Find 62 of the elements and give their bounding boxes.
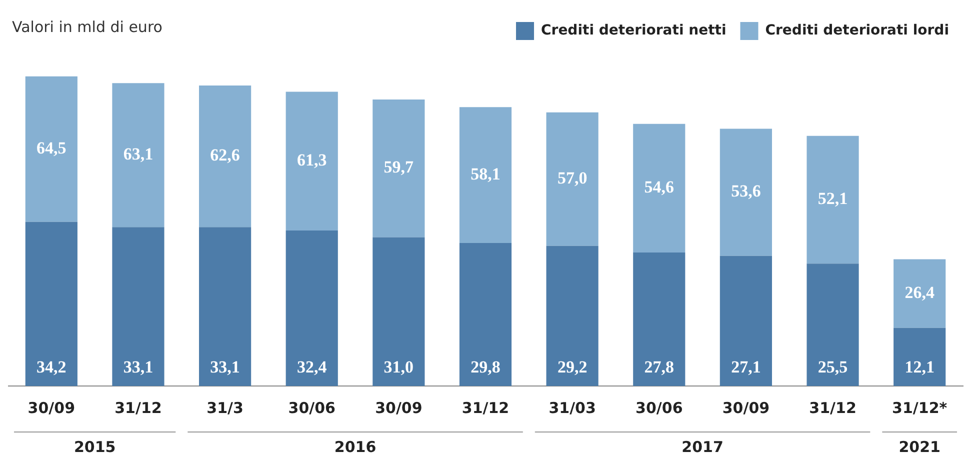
bar <box>25 222 78 386</box>
data-label: 32,4 <box>296 357 328 376</box>
bar <box>894 259 946 328</box>
total-label: 54,6 <box>644 178 674 197</box>
x-tick-label: 31/03 <box>548 398 596 417</box>
bar <box>112 227 164 386</box>
total-label: 57,0 <box>557 168 588 188</box>
x-tick-label: 31/3 <box>206 398 244 417</box>
bar <box>806 264 859 386</box>
bar <box>633 252 686 386</box>
x-tick-label: 31/12 <box>462 398 510 417</box>
text: 2016 <box>334 438 376 456</box>
total-label: 53,6 <box>731 182 761 201</box>
data-label: 29,2 <box>557 357 588 376</box>
chart-subtitle: Valori in mld di euro <box>12 18 162 36</box>
data-label: 33,1 <box>123 357 154 376</box>
x-tick-label: 30/09 <box>375 398 422 417</box>
text: 2021 <box>898 438 940 456</box>
bar <box>199 227 252 386</box>
data-label: 25,5 <box>818 357 848 376</box>
data-label: 29,8 <box>470 357 500 376</box>
data-label: 27,1 <box>731 357 761 376</box>
total-label: 61,3 <box>296 150 327 170</box>
bar <box>286 92 338 230</box>
bar <box>112 83 164 228</box>
total-label: 62,6 <box>210 146 240 165</box>
data-label: 12,1 <box>904 357 934 376</box>
bar <box>459 242 512 386</box>
bar <box>286 230 338 386</box>
bar <box>372 99 425 238</box>
bar <box>546 112 598 246</box>
bar <box>25 76 78 222</box>
bar <box>199 86 252 228</box>
bar <box>546 246 598 386</box>
data-label: 31,0 <box>384 357 414 376</box>
total-label: 64,5 <box>36 138 66 158</box>
legend-label: Crediti deteriorati netti <box>541 22 726 39</box>
bar <box>459 107 512 243</box>
total-label: 58,1 <box>470 164 500 184</box>
bar <box>720 128 772 256</box>
legend-label: Crediti deteriorati lordi <box>765 22 950 39</box>
data-label: 27,8 <box>644 357 674 376</box>
text: 2017 <box>682 438 724 456</box>
x-tick-label: 30/06 <box>636 398 683 417</box>
bar <box>372 237 425 386</box>
data-label: 34,2 <box>36 357 66 376</box>
bar <box>806 136 859 264</box>
x-tick-label: 31/12 <box>114 398 162 417</box>
x-tick-label: 30/09 <box>28 398 76 417</box>
x-tick-label: 31/12* <box>892 398 948 417</box>
total-label: 26,4 <box>904 282 935 302</box>
x-tick-label: 30/09 <box>722 398 770 417</box>
data-label: 33,1 <box>210 357 240 376</box>
bar <box>720 256 772 386</box>
bar <box>894 328 946 386</box>
x-tick-label: 31/12 <box>809 398 856 417</box>
text: 2015 <box>74 438 116 456</box>
total-label: 52,1 <box>818 189 848 208</box>
total-label: 63,1 <box>123 144 154 164</box>
bar <box>633 124 686 253</box>
total-label: 59,7 <box>384 158 414 177</box>
x-tick-label: 30/06 <box>288 398 336 417</box>
